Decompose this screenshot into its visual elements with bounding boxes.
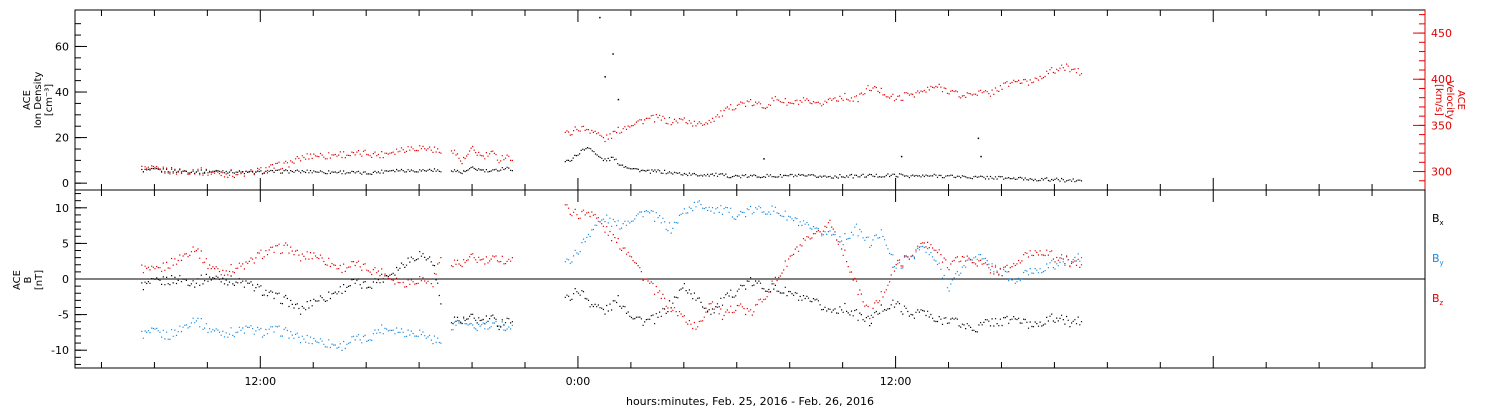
density-outlier-point [604, 76, 606, 78]
y-tick-label-right: 300 [1431, 166, 1452, 179]
y-tick-label-right: 400 [1431, 73, 1452, 86]
x-axis: 12:00 0:00 12:00 [100, 10, 1373, 388]
velocity-series [141, 63, 1083, 179]
y-tick-label-right: 450 [1431, 27, 1452, 40]
y-tick-label-right: 350 [1431, 119, 1452, 132]
density-outlier-point [612, 53, 614, 55]
y-tick-label-b: -10 [51, 344, 69, 357]
x-tick-label: 12:00 [244, 375, 276, 388]
density-series [141, 147, 1083, 183]
top-panel: 0 20 40 60 300 350 400 450 ACEIon Density[cm⁻³] A… [22, 9, 1466, 191]
density-outlier-point [599, 16, 601, 19]
y-tick-label-b: 10 [55, 202, 69, 215]
y-tick-label-left: 0 [62, 177, 69, 190]
density-outlier-point [617, 98, 620, 101]
legend-entry-bx: Bx [1432, 212, 1444, 227]
bottom-panel: -10 -5 0 5 10 ACEB[nT] [12, 189, 1426, 369]
y-axis-label-b: ACEB[nT] [12, 270, 45, 290]
x-tick-label: 0:00 [566, 375, 591, 388]
y-tick-label-b: 5 [62, 237, 69, 250]
x-axis-label: hours:minutes, Feb. 25, 2016 - Feb. 26, … [626, 395, 874, 408]
bx-series [141, 251, 1083, 333]
legend-entry-by: By [1432, 252, 1444, 267]
x-tick-label: 12:00 [880, 375, 912, 388]
density-outlier-point [977, 137, 980, 140]
density-outlier-point [900, 155, 903, 158]
y-tick-label-left: 40 [55, 86, 69, 99]
density-outlier-point [763, 158, 765, 160]
y-axis-label-right: ACEVelocity[km/s] [1433, 80, 1466, 119]
y-axis-label-left: ACEIon Density[cm⁻³] [22, 72, 55, 129]
y-tick-label-left: 20 [55, 132, 69, 145]
density-outlier-point [980, 155, 982, 158]
legend: Bx By Bz [1432, 212, 1444, 307]
by-series [141, 200, 1083, 351]
y-tick-label-b: 0 [62, 273, 69, 286]
bz-series [141, 204, 1083, 330]
legend-entry-bz: Bz [1432, 292, 1444, 307]
y-tick-label-left: 60 [55, 40, 69, 53]
y-tick-label-b: -5 [58, 309, 69, 322]
